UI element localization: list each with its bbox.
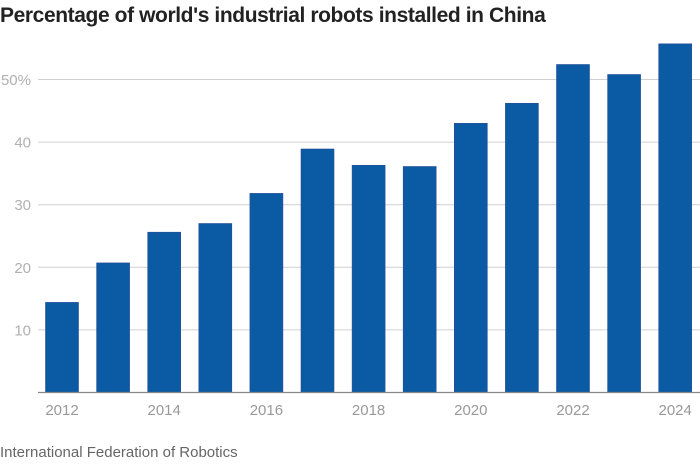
y-tick-label: 50% [1,72,31,89]
x-tick-label: 2018 [352,402,385,419]
x-tick-label: 2016 [250,402,283,419]
bar-2024 [658,43,693,393]
chart-title: Percentage of world's industrial robots … [0,4,546,27]
y-axis-ticks: 10 20 30 40 50% [1,72,31,339]
source-note: International Federation of Robotics [0,444,238,461]
bar-2020 [453,123,488,393]
x-tick-label: 2012 [45,402,78,419]
bar-2014 [147,231,181,393]
bar-chart: 10 20 30 40 50% 2012 2014 2016 2018 2020 2022 2024 [1,43,700,419]
bar-2017 [300,148,335,393]
y-tick-label: 10 [14,322,31,339]
bar-2015 [198,223,233,393]
y-tick-label: 40 [14,135,31,152]
bar-2019 [402,166,437,393]
bar-2022 [556,64,590,393]
y-tick-label: 20 [14,260,31,277]
x-axis-ticks: 2012 2014 2016 2018 2020 2022 2024 [45,402,692,419]
y-tick-label: 30 [14,197,31,214]
bars [45,43,693,393]
x-tick-label: 2024 [659,402,692,419]
bar-2023 [607,74,641,393]
bar-2013 [96,262,130,393]
x-tick-label: 2022 [556,402,589,419]
x-tick-label: 2020 [454,402,487,419]
bar-2021 [505,103,539,393]
bar-2016 [249,193,284,393]
x-tick-label: 2014 [148,402,181,419]
bar-2012 [45,302,79,393]
bar-2018 [351,165,386,393]
